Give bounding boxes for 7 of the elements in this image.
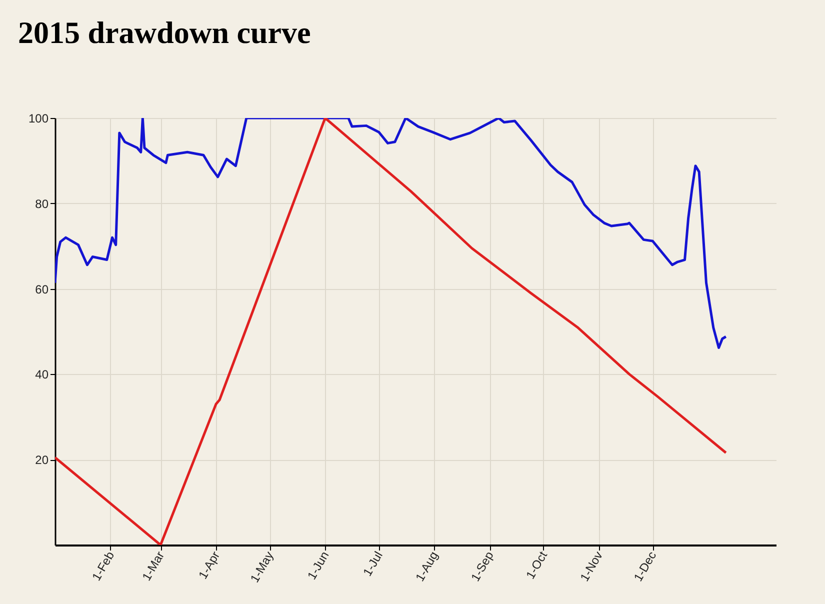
y-tick-label: 80	[35, 196, 49, 211]
line-series	[55, 118, 728, 349]
y-tick-label: 100	[28, 112, 49, 126]
y-tick-label: 60	[35, 282, 49, 296]
y-tick-label: 40	[35, 368, 49, 382]
chart-title: 2015 drawdown curve	[18, 15, 311, 50]
y-tick-label: 20	[35, 453, 49, 468]
